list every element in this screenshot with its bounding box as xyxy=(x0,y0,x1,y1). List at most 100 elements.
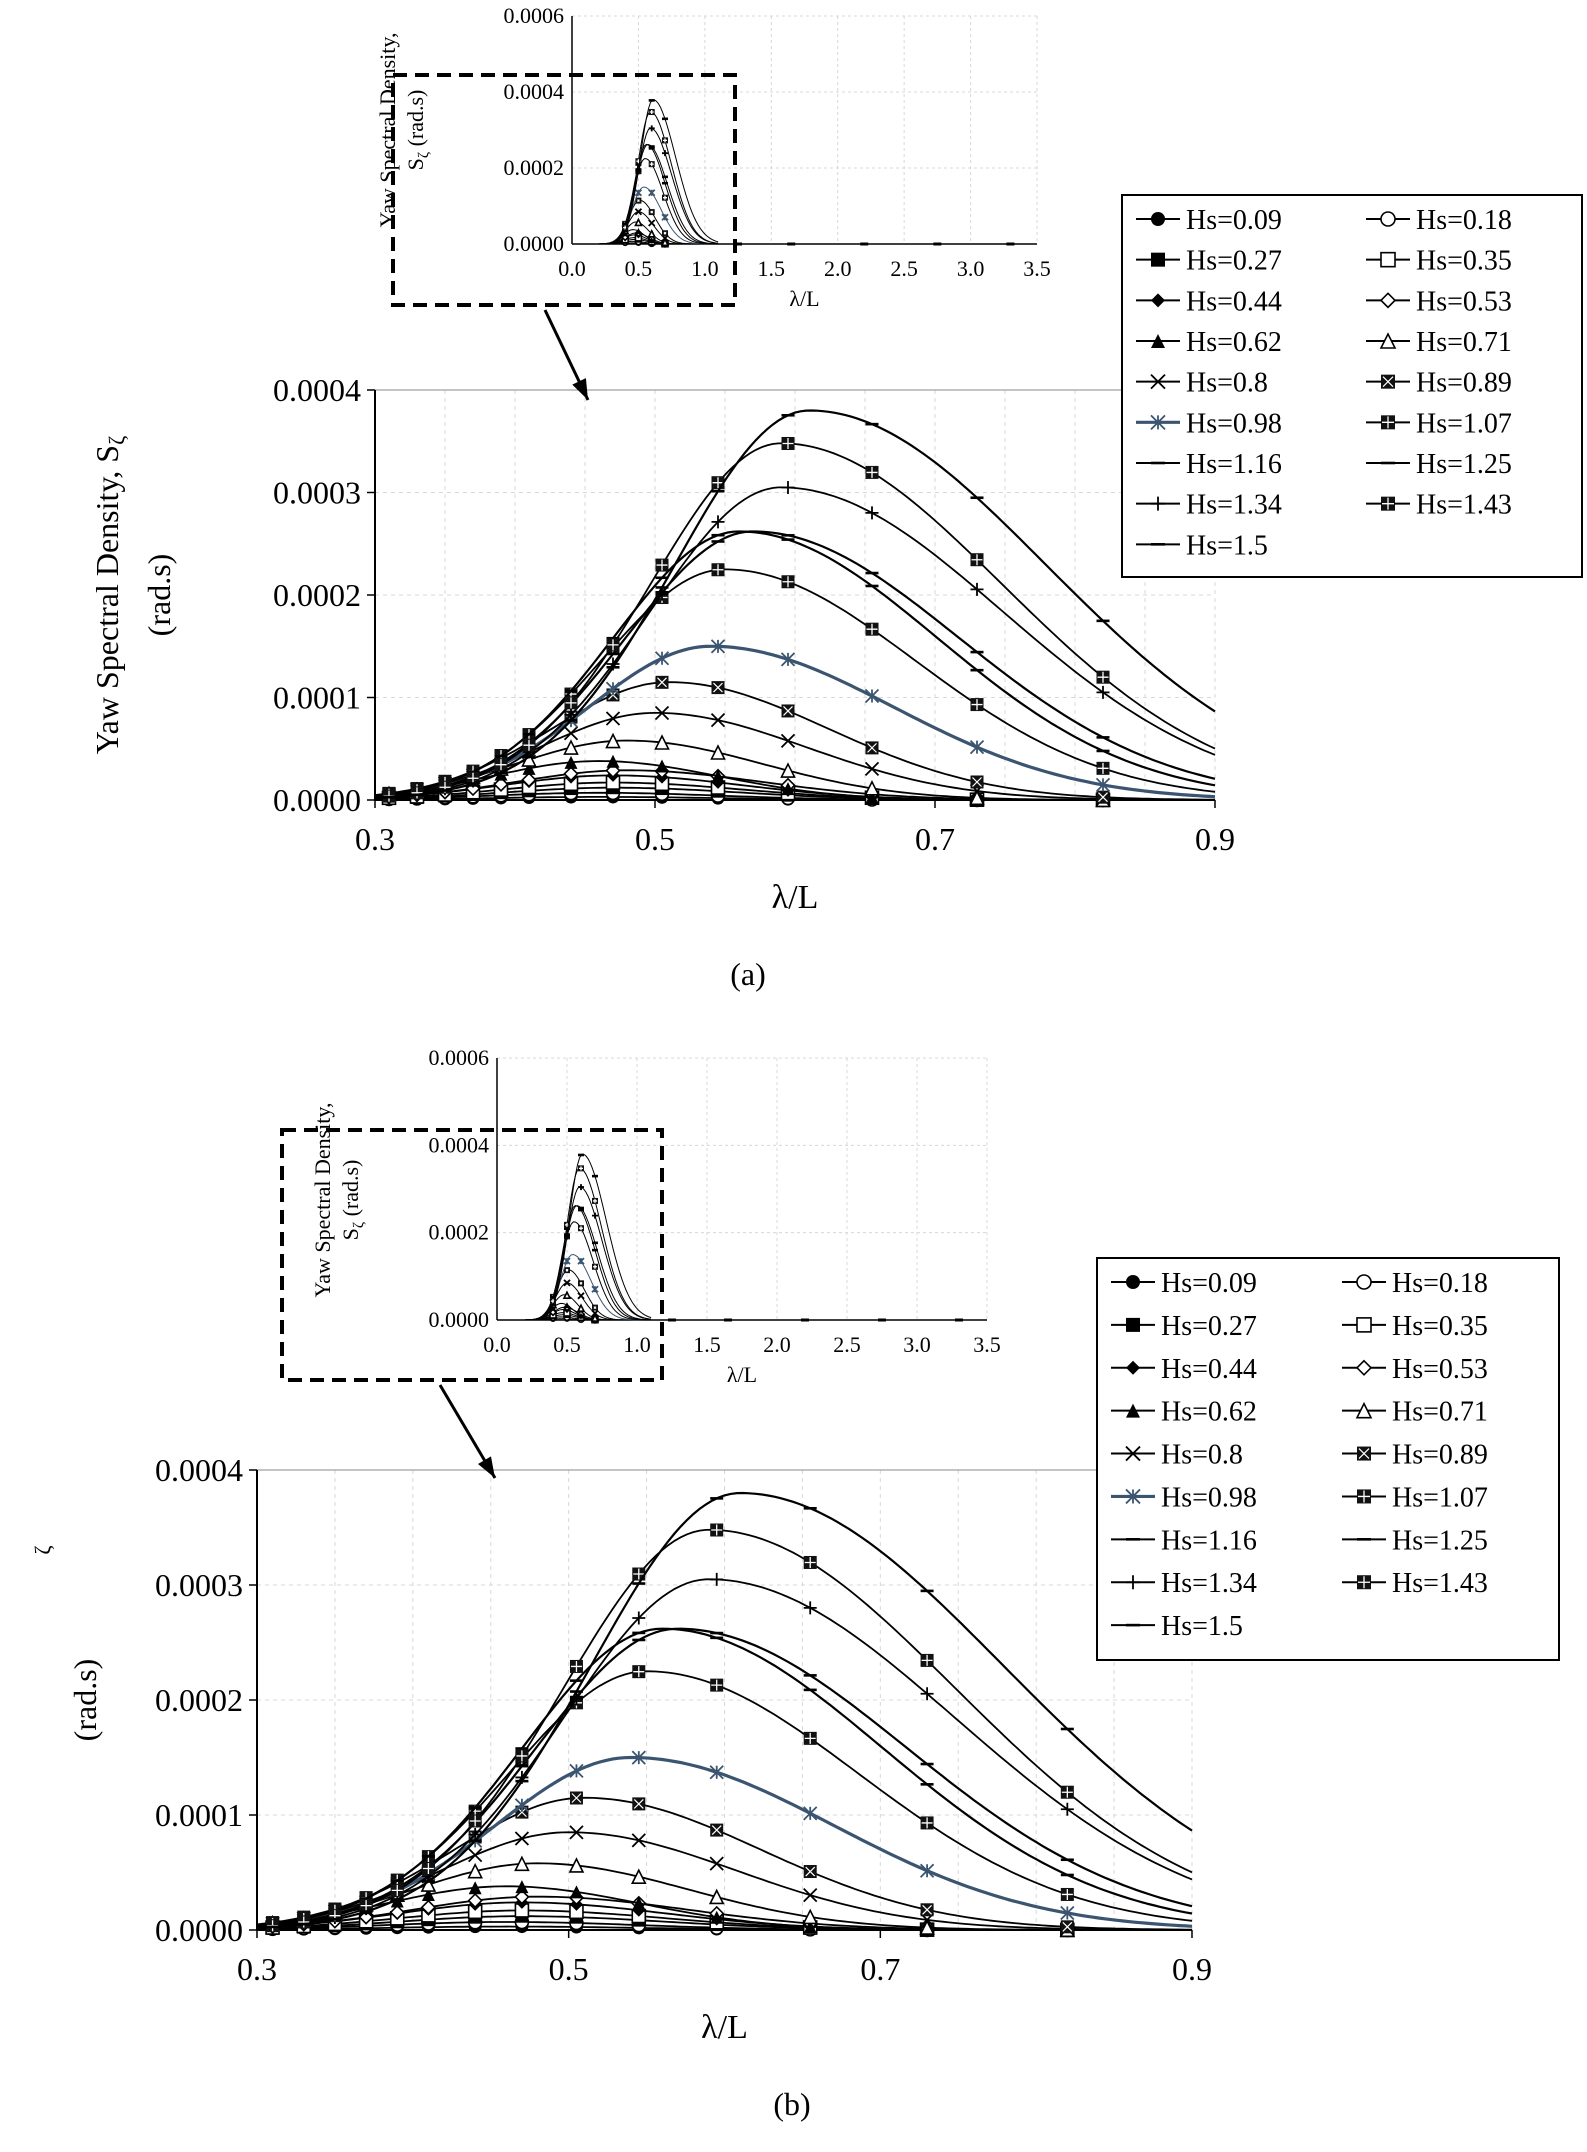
y-tick-label: 0.0001 xyxy=(155,1797,243,1833)
data-point xyxy=(970,698,984,712)
legend-marker xyxy=(1150,414,1166,430)
legend-entry: Hs=0.44 xyxy=(1136,286,1282,317)
legend-label: Hs=0.62 xyxy=(1161,1397,1257,1428)
data-point xyxy=(410,786,424,800)
legend-marker xyxy=(1381,496,1395,511)
inset-data-point xyxy=(662,137,668,144)
data-point xyxy=(970,582,984,596)
data-point xyxy=(514,1798,530,1813)
data-point xyxy=(1060,1905,1075,1921)
inset-y-axis-label: Yaw Spectral Density, Sζ (rad.s) xyxy=(310,1103,367,1298)
inset-data-point xyxy=(648,237,655,244)
legend-entry: Hs=0.71 xyxy=(1366,327,1512,358)
series-line xyxy=(256,1578,1193,1929)
data-point xyxy=(522,761,536,775)
legend-label: Hs=0.35 xyxy=(1416,246,1512,277)
series-Hs=1.43 xyxy=(374,436,1216,803)
legend-label: Hs=0.89 xyxy=(1416,368,1512,399)
series-Hs=1.43 xyxy=(256,1523,1193,1933)
legend-marker xyxy=(1151,252,1165,267)
inset-y-tick-label: 0.0006 xyxy=(429,1045,490,1070)
data-point xyxy=(865,741,879,755)
y-tick-label: 0.0002 xyxy=(273,577,361,613)
data-point xyxy=(467,1892,483,1909)
data-point xyxy=(606,638,620,652)
data-point xyxy=(781,436,795,450)
main-gridlines xyxy=(256,1469,1193,1931)
inset-x-tick-label: 2.5 xyxy=(833,1332,861,1357)
inset-data-point xyxy=(635,228,642,235)
inset-data-point xyxy=(648,189,656,197)
x-tick-label: 0.9 xyxy=(1195,821,1235,857)
data-point xyxy=(865,506,879,520)
data-point xyxy=(780,733,796,748)
legend-entry: Hs=1.5 xyxy=(1136,530,1268,561)
legend-entry: Hs=1.07 xyxy=(1342,1482,1488,1513)
data-point xyxy=(1096,761,1110,775)
inset-chart: 0.0 0.5 1.0 1.5 2.0 2.5 3.0 3.5 0.0000 0.0002 0.00… xyxy=(375,3,1051,311)
inset-y-tick-label: 0.0000 xyxy=(504,231,565,256)
legend-label: Hs=1.07 xyxy=(1392,1482,1488,1513)
legend-entry: Hs=0.8 xyxy=(1136,368,1268,399)
legend-label: Hs=1.34 xyxy=(1161,1568,1257,1599)
legend-entry: Hs=0.09 xyxy=(1136,205,1282,236)
data-point xyxy=(919,1919,935,1935)
data-point xyxy=(514,1855,530,1872)
inset-data-point xyxy=(564,1302,570,1309)
inset-series-line xyxy=(524,1253,651,1321)
legend-marker xyxy=(1355,1401,1373,1419)
data-point xyxy=(1096,685,1110,699)
legend-marker xyxy=(1151,496,1165,511)
series-line xyxy=(256,1528,1193,1928)
legend-entry: Hs=1.25 xyxy=(1342,1525,1488,1556)
data-point xyxy=(803,1865,817,1879)
data-point xyxy=(564,755,578,769)
legend: Hs=0.09 Hs=0.18 Hs=0.27 Hs=0.35 Hs=0.44 Hs=0.… xyxy=(1121,194,1583,578)
data-point xyxy=(631,1750,646,1765)
legend-entry: Hs=0.62 xyxy=(1136,327,1282,358)
inset-x-axis-label: λ/L xyxy=(727,1362,757,1387)
inset-data-point xyxy=(591,1285,599,1293)
data-point xyxy=(632,1665,646,1679)
inset-x-tick-label: 3.5 xyxy=(1023,256,1051,281)
legend-label: Hs=1.25 xyxy=(1392,1525,1488,1556)
legend-label: Hs=0.27 xyxy=(1186,246,1282,277)
inset-series-line xyxy=(598,99,719,245)
main-gridlines xyxy=(374,389,1216,801)
legend-entry: Hs=1.5 xyxy=(1111,1611,1243,1642)
data-point xyxy=(865,622,879,636)
legend-marker xyxy=(1150,374,1166,390)
series-line xyxy=(374,409,1216,800)
inset-series-line xyxy=(598,143,719,245)
inset-y-tick-label: 0.0004 xyxy=(429,1132,490,1157)
data-point xyxy=(631,1833,646,1848)
panel-a: 0.0000 0.0001 0.0002 0.0003 0.0004 0.3 0.5 0.7 0… xyxy=(89,3,1583,992)
inset-data-point xyxy=(590,1313,600,1322)
data-point xyxy=(515,1749,529,1763)
y-axis-label: Yaw Spectral Density, Sζ(rad.s) xyxy=(89,436,177,754)
data-point xyxy=(468,1881,482,1895)
legend-label: Hs=1.43 xyxy=(1416,490,1512,521)
inset-x-tick-label: 3.5 xyxy=(973,1332,1001,1357)
data-point xyxy=(710,712,726,728)
inset-data-point xyxy=(577,1257,585,1265)
y-axis-label: ζ(rad.s) xyxy=(30,1545,103,1741)
legend-entry: Hs=1.16 xyxy=(1111,1525,1257,1556)
legend-marker xyxy=(1381,374,1395,389)
x-tick-label: 0.3 xyxy=(355,821,395,857)
data-point xyxy=(710,639,726,654)
legend-entry: Hs=1.34 xyxy=(1136,490,1282,521)
y-tick-label: 0.0000 xyxy=(273,782,361,818)
data-point xyxy=(780,762,796,778)
data-point xyxy=(711,769,725,783)
inset-data-point xyxy=(634,217,643,227)
inset-data-point xyxy=(662,194,668,201)
legend-marker xyxy=(1151,212,1165,226)
legend-label: Hs=0.53 xyxy=(1416,286,1512,317)
data-point xyxy=(1096,790,1110,804)
inset-data-point xyxy=(592,1304,598,1311)
inset-data-point xyxy=(592,1263,598,1270)
data-point xyxy=(1060,1887,1074,1901)
data-point xyxy=(420,1899,437,1915)
legend-marker xyxy=(1379,332,1397,349)
